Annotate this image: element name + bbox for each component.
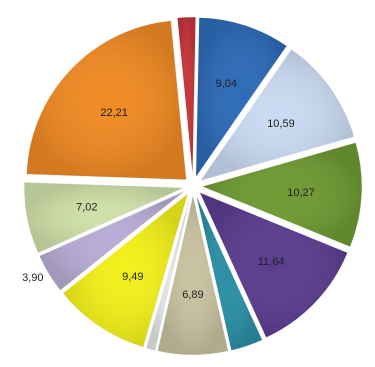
- slices-group: [23, 16, 363, 356]
- pie-slice-shade-11: [177, 17, 196, 178]
- pie-slice-shade-3: [199, 192, 348, 338]
- pie-slice-shade-7: [62, 193, 188, 348]
- pie-slice-shade-0: [195, 17, 287, 178]
- slice-value-label-8: 3,90: [22, 272, 43, 284]
- slice-value-label-3: 11,64: [258, 256, 285, 268]
- pie-slice-shade-5: [157, 195, 229, 356]
- slice-value-label-7: 9,49: [122, 271, 143, 283]
- pie-slice-shade-1: [200, 49, 355, 181]
- labels-group: 9,04 10,59 10,27 11,64 6,89 9,49 3,90 7,02 22,21: [22, 78, 315, 301]
- pie-slice-shade-8: [39, 190, 186, 291]
- slice-value-label-10: 22,21: [100, 107, 128, 119]
- slice-value-label-2: 10,27: [287, 187, 315, 199]
- pie-slice-shade-9: [24, 182, 185, 254]
- slice-value-label-9: 7,02: [76, 202, 97, 214]
- slice-value-label-1: 10,59: [267, 118, 295, 130]
- pie-slice-shade-2: [201, 142, 362, 247]
- pie-slice-shade-4: [195, 194, 263, 351]
- pie-slice-shade-6: [146, 194, 191, 351]
- slice-value-label-0: 9,04: [216, 78, 237, 90]
- pie-slice-shade-10: [26, 20, 187, 180]
- slice-value-label-5: 6,89: [182, 289, 203, 301]
